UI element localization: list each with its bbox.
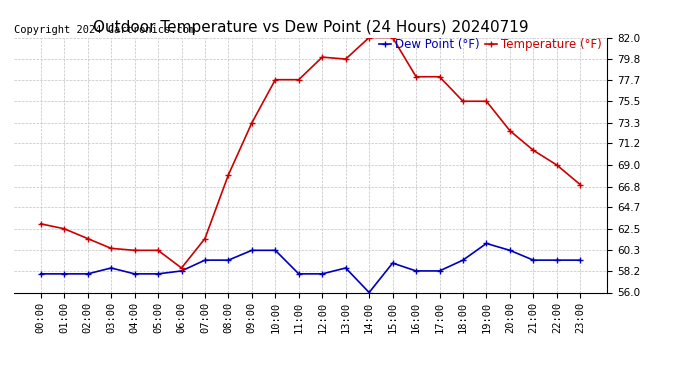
Dew Point (°F) [482,241,491,246]
Dew Point (°F) [529,258,538,262]
Dew Point (°F) [60,272,68,276]
Temperature (°F) [553,163,561,167]
Dew Point (°F) [107,266,115,270]
Temperature (°F) [37,222,45,226]
Dew Point (°F) [576,258,584,262]
Line: Dew Point (°F): Dew Point (°F) [37,240,584,296]
Legend: Dew Point (°F), Temperature (°F): Dew Point (°F), Temperature (°F) [380,38,601,51]
Temperature (°F) [177,266,186,270]
Dew Point (°F) [83,272,92,276]
Line: Temperature (°F): Temperature (°F) [37,34,584,272]
Dew Point (°F) [435,268,444,273]
Dew Point (°F) [318,272,326,276]
Temperature (°F) [459,99,467,104]
Dew Point (°F) [553,258,561,262]
Dew Point (°F) [37,272,45,276]
Temperature (°F) [482,99,491,104]
Temperature (°F) [60,226,68,231]
Temperature (°F) [318,55,326,59]
Dew Point (°F) [459,258,467,262]
Temperature (°F) [342,57,350,62]
Dew Point (°F) [177,268,186,273]
Temperature (°F) [154,248,162,253]
Temperature (°F) [248,121,256,125]
Dew Point (°F) [154,272,162,276]
Temperature (°F) [576,182,584,187]
Dew Point (°F) [201,258,209,262]
Temperature (°F) [83,236,92,241]
Temperature (°F) [365,35,373,40]
Dew Point (°F) [248,248,256,253]
Dew Point (°F) [506,248,514,253]
Temperature (°F) [271,77,279,82]
Temperature (°F) [224,172,233,177]
Temperature (°F) [295,77,303,82]
Dew Point (°F) [295,272,303,276]
Temperature (°F) [107,246,115,250]
Dew Point (°F) [224,258,233,262]
Temperature (°F) [435,75,444,79]
Text: Copyright 2024 Cartronics.com: Copyright 2024 Cartronics.com [14,25,195,35]
Temperature (°F) [201,236,209,241]
Dew Point (°F) [365,290,373,295]
Temperature (°F) [412,75,420,79]
Dew Point (°F) [412,268,420,273]
Temperature (°F) [388,35,397,40]
Dew Point (°F) [388,261,397,266]
Dew Point (°F) [130,272,139,276]
Temperature (°F) [130,248,139,253]
Dew Point (°F) [342,266,350,270]
Dew Point (°F) [271,248,279,253]
Title: Outdoor Temperature vs Dew Point (24 Hours) 20240719: Outdoor Temperature vs Dew Point (24 Hou… [92,20,529,35]
Temperature (°F) [529,148,538,153]
Temperature (°F) [506,128,514,133]
